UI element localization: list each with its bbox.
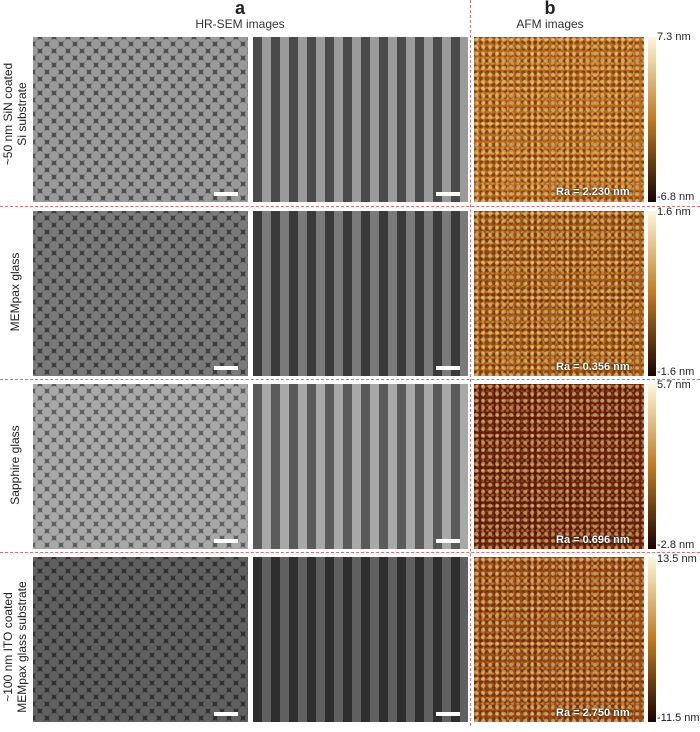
scale-bar xyxy=(214,366,238,370)
colorbar xyxy=(648,37,656,202)
row-divider-3 xyxy=(0,552,700,553)
scale-bar xyxy=(436,712,460,716)
colorbar-min: -11.5 nm xyxy=(657,712,700,724)
colorbar-max: 1.6 nm xyxy=(657,206,691,218)
roughness-label: Ra = 0.356 nm xyxy=(556,361,630,373)
scale-bar xyxy=(214,192,238,196)
sem-dots-image-2 xyxy=(33,211,248,376)
panel-a-title: HR-SEM images xyxy=(195,17,285,31)
colorbar-max: 13.5 nm xyxy=(657,553,697,565)
row-2-label: MEMpax glass xyxy=(8,252,22,332)
row-divider-2 xyxy=(0,379,700,380)
sem-lines-image-3 xyxy=(253,384,468,549)
colorbar-min: -2.8 nm xyxy=(657,539,695,551)
scale-bar xyxy=(214,539,238,543)
afm-image-2 xyxy=(474,211,644,376)
roughness-label: Ra = 0.696 nm xyxy=(556,534,630,546)
row-3-label: Sapphire glass xyxy=(8,425,22,505)
colorbar-min: -6.8 nm xyxy=(657,191,695,203)
colorbar xyxy=(648,557,656,722)
colorbar-max: 7.3 nm xyxy=(657,31,691,43)
sem-lines-image-1 xyxy=(253,37,468,202)
sem-dots-image-3 xyxy=(33,384,248,549)
afm-image-3 xyxy=(474,384,644,549)
row-1-label: ~50 nm SiN coated Si substrate xyxy=(1,62,29,166)
sem-lines-image-2 xyxy=(253,211,468,376)
roughness-label: Ra = 2.230 nm xyxy=(556,186,630,198)
panel-a-letter: a xyxy=(234,0,245,18)
scale-bar xyxy=(214,712,238,716)
row-4-label: ~100 nm ITO coated MEMpax glass substrate xyxy=(1,581,29,713)
colorbar xyxy=(648,384,656,549)
afm-image-4 xyxy=(474,557,644,722)
panel-b-letter: b xyxy=(544,0,556,18)
scale-bar xyxy=(436,192,460,196)
panel-divider-vertical xyxy=(470,0,471,726)
sem-dots-image-4 xyxy=(33,557,248,722)
sem-lines-image-4 xyxy=(253,557,468,722)
colorbar xyxy=(648,211,656,376)
colorbar-min: -1.6 nm xyxy=(657,366,695,378)
roughness-label: Ra = 2.750 nm xyxy=(556,707,630,719)
sem-dots-image-1 xyxy=(33,37,248,202)
row-divider-1 xyxy=(0,206,700,207)
scale-bar xyxy=(436,539,460,543)
colorbar-max: 5.7 nm xyxy=(657,379,691,391)
afm-image-1 xyxy=(474,37,644,202)
scale-bar xyxy=(436,366,460,370)
panel-b-title: AFM images xyxy=(516,17,584,31)
